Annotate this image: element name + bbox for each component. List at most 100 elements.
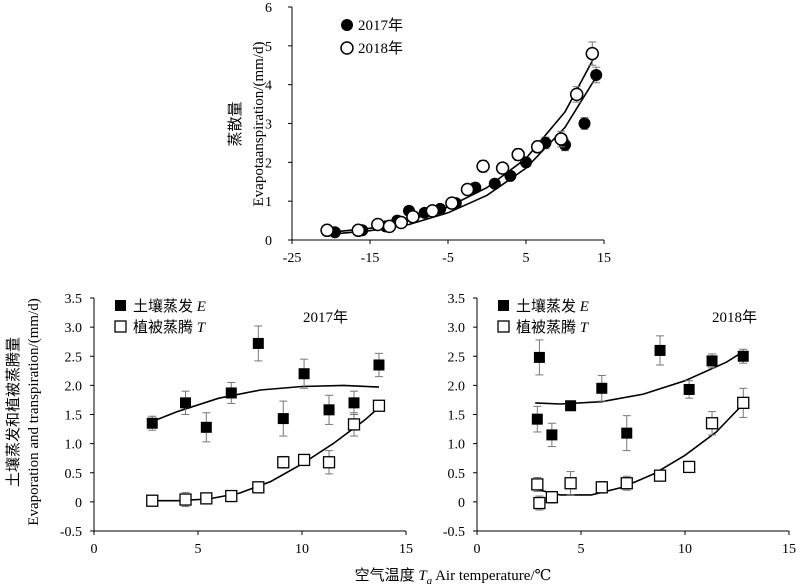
data-point [620,477,633,490]
y-tick-label: 0.5 [65,467,83,482]
x-tick-label: -15 [361,251,380,266]
x-tick-label: 15 [399,542,413,557]
bottom-right-panel: 0 5 10 15 -0.5 0 0.5 1.0 1.5 2.0 2.5 3.0 3.5 土壤蒸发 E … [443,292,796,557]
data-point [351,223,366,238]
y-tick-label: 3.0 [448,321,466,336]
data-point [180,397,192,409]
data-point [495,161,510,175]
data-point [146,494,159,507]
bottom-left-panel: 0 5 10 15 -0.5 0 0.5 1.0 1.5 2.0 2.5 3.0 3.5 土壤蒸发 E … [60,292,413,557]
y-tick-label: 1 [265,195,272,210]
data-point [533,496,546,510]
data-point [200,492,213,505]
bottom-left-axes: 0 5 10 15 -0.5 0 0.5 1.0 1.5 2.0 2.5 3.0 3.5 [60,292,413,557]
top-ylabel-en: Evapotaanspiration/(mm/d) [251,42,267,207]
y-tick-label: 0 [75,496,82,511]
y-tick-label: 1.5 [65,409,83,424]
data-point [225,387,237,399]
data-point [320,223,334,238]
top-legend: 2017年 2018年 [340,17,403,57]
data-point [683,383,695,395]
x-tick-label: -25 [283,251,302,266]
data-point [595,481,608,494]
data-point [546,429,558,441]
data-point [225,489,238,503]
bottom-right-fit-lines [535,350,744,496]
data-point [706,355,718,367]
top-ylabel-cn: 蒸散量 [227,101,244,146]
top-axes: -25 -15 -5 5 15 0 1 2 3 4 5 6 [265,1,611,266]
data-point [394,215,408,230]
x-tick-label: 15 [597,251,611,266]
data-point [564,477,577,490]
legend-E-marker [498,300,509,311]
data-point [530,140,545,154]
data-point [654,344,666,356]
y-tick-label: -0.5 [60,525,82,540]
x-tick-label: 0 [474,542,481,557]
data-point [520,156,532,169]
data-point [425,204,440,218]
shared-xlabel: 空气温度 Ta Air temperature/℃ [355,567,552,585]
data-point [737,396,750,410]
data-point [252,337,264,349]
data-point [348,397,360,409]
legend-E-label: 土壤蒸发 E [516,297,589,315]
data-point [406,209,420,224]
y-tick-label: 1.0 [448,438,466,453]
data-point [460,182,475,197]
top-panel: -25 -15 -5 5 15 0 1 2 3 4 5 6 2017年 2018年 蒸散量 Evapo… [227,1,611,266]
data-point [578,117,591,130]
data-point [445,196,459,210]
y-tick-label: 1.0 [65,438,83,453]
data-point [653,469,667,482]
bottom-left-legend: 土壤蒸发 E 植被蒸腾 T [114,297,207,336]
legend-2017-label: 2017年 [358,17,403,34]
y-tick-label: 2.0 [65,379,83,394]
x-tick-label: 10 [678,542,692,557]
bottom-right-legend: 土壤蒸发 E 植被蒸腾 T [497,297,590,336]
data-point [569,87,584,102]
data-point [277,456,290,469]
data-point [322,456,336,469]
data-point [531,478,544,491]
data-point [531,413,543,425]
data-point [200,421,212,433]
data-point [511,147,525,162]
data-point [298,368,310,380]
data-point [737,350,749,362]
data-point [533,351,545,363]
legend-T-marker [497,320,510,333]
top-fit-lines [330,53,597,235]
data-point [297,453,311,467]
bottom-right-title: 2018年 [712,309,757,326]
y-tick-label: 0 [265,234,272,249]
x-tick-label: 5 [523,251,530,266]
bottom-left-title: 2017年 [303,309,348,326]
fit-line-0 [535,350,744,405]
legend-T-marker [114,320,127,333]
bottom-ylabel-cn: 土壤蒸发和植被蒸腾量 [4,337,22,487]
x-tick-label: 5 [578,542,585,557]
data-point [347,418,361,431]
y-tick-label: 3 [265,118,272,133]
data-point [554,132,568,146]
legend-E-label: 土壤蒸发 E [133,297,206,315]
y-tick-label: 0.5 [448,467,466,482]
y-tick-label: 3.5 [65,292,83,307]
data-point [504,169,517,182]
legend-2018-label: 2018年 [358,40,403,57]
legend-E-marker [115,300,126,311]
data-point [277,413,289,425]
legend-T-label: 植被蒸腾 T [516,319,590,336]
data-point [373,359,385,371]
bottom-right-axes: 0 5 10 15 -0.5 0 0.5 1.0 1.5 2.0 2.5 3.0 3.5 [443,292,796,557]
data-point [545,491,559,504]
x-tick-label: -5 [442,251,454,266]
data-point [705,417,719,430]
legend-2018-marker [340,41,354,55]
data-point [179,493,192,506]
legend-2017-marker [341,19,353,31]
data-point [488,177,501,190]
